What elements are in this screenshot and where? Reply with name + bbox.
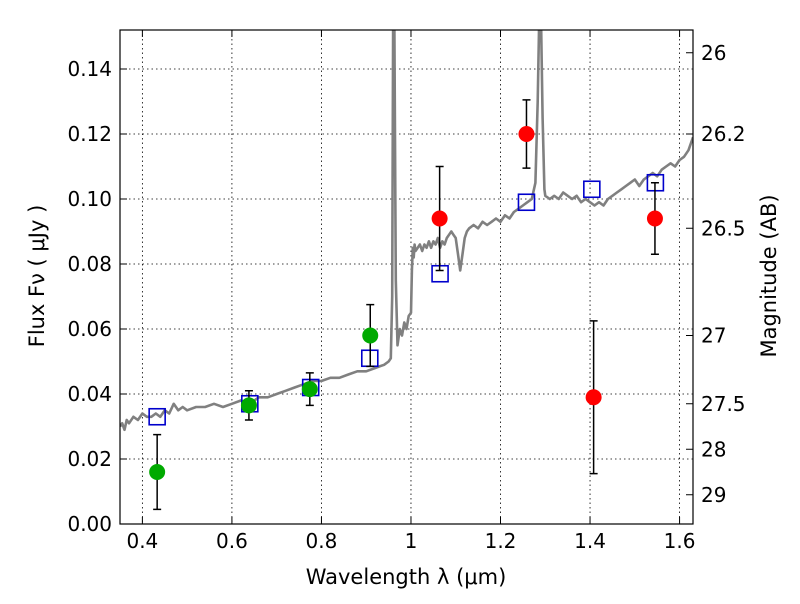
right-tick-label-5: 28 [701,437,726,461]
green-point-1 [240,397,257,414]
template-spectrum-line [120,30,693,432]
right-tick-label-3: 27 [701,324,726,348]
green-point-3 [362,327,379,344]
model-square-6 [583,180,601,199]
red-point-3 [646,210,663,227]
x-axis-label: Wavelength λ (μm) [306,565,507,589]
y-tick-label-3: 0.06 [67,317,112,341]
y-tick-label-0: 0.00 [67,512,112,536]
red-point-1 [518,126,535,142]
model-square-0 [148,407,166,426]
x-tick-label-0: 0.4 [126,529,158,553]
y-tick-label-4: 0.08 [67,252,112,276]
green-point-0 [149,464,166,480]
plot-frame [119,29,694,525]
model-square-5 [517,193,536,212]
grid-layer [120,30,693,525]
y-tick-label-7: 0.14 [67,57,112,81]
x-tick-label-4: 1.2 [485,529,517,553]
right-axis-label: Magnitude (AB) [757,194,781,357]
x-tick-label-1: 0.6 [216,529,248,553]
y-tick-label-6: 0.12 [67,122,112,146]
right-tick-label-1: 26.2 [701,122,746,146]
y-tick-label-1: 0.02 [67,447,112,471]
labels-layer: Wavelength λ (μm) Flux Fν ( μJy ) Magnit… [25,194,781,589]
red-point-0 [431,210,448,227]
right-tick-label-2: 26.5 [701,216,746,240]
red-point-2 [585,389,602,406]
y-axis-label: Flux Fν ( μJy ) [25,205,49,348]
x-tick-label-3: 1 [405,529,418,553]
right-tick-label-0: 26 [701,41,726,65]
green-point-2 [301,381,318,398]
plot-area [120,30,693,511]
axes-layer: 0.4 0.6 0.8 1 1.2 1.4 1.6 0.00 0.02 0.04 0.06 0.08 0… [67,29,746,553]
y-tick-label-5: 0.10 [67,187,112,211]
y-tick-label-2: 0.04 [67,382,112,406]
x-tick-label-6: 1.6 [664,529,696,553]
x-tick-label-5: 1.4 [574,529,606,553]
x-tick-label-2: 0.8 [306,529,338,553]
right-tick-label-6: 29 [701,483,726,507]
right-tick-label-4: 27.5 [701,392,746,416]
